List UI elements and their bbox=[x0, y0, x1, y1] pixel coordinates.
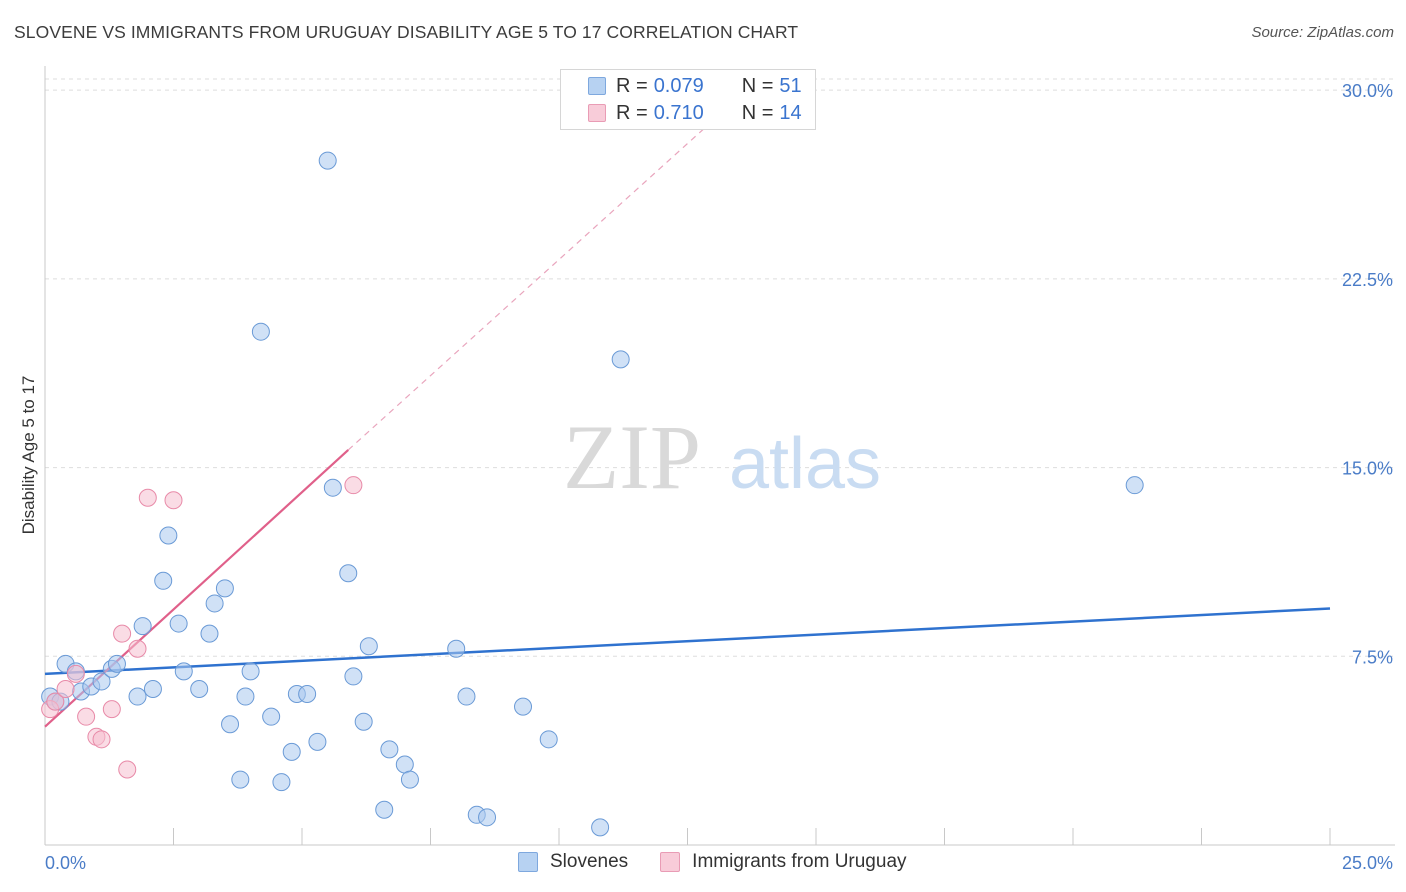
legend-row-uruguay: R = 0.710 N = 14 bbox=[588, 101, 802, 125]
slovene-point bbox=[133, 617, 152, 636]
labels-layer: 7.5% 15.0% 22.5% 30.0% 0.0% 25.0% bbox=[45, 81, 1393, 873]
uruguay-trend-extension bbox=[347, 119, 714, 451]
slovene-point bbox=[514, 697, 533, 716]
uruguay-point bbox=[113, 624, 132, 643]
legend-swatch-blue bbox=[588, 77, 606, 95]
slovene-point bbox=[591, 818, 610, 837]
uruguay-point bbox=[46, 692, 65, 711]
x-tick-label-min: 0.0% bbox=[45, 853, 86, 873]
slovene-point bbox=[236, 687, 255, 706]
slovene-point bbox=[354, 712, 373, 731]
legend-n-label: N = bbox=[741, 101, 774, 124]
series-uruguay bbox=[41, 476, 363, 779]
slovene-point bbox=[478, 808, 497, 827]
slovene-point bbox=[457, 687, 476, 706]
slovene-point bbox=[272, 773, 291, 792]
legend-n-value: 51 bbox=[779, 74, 802, 97]
slovene-point bbox=[174, 662, 193, 681]
bottom-legend-swatch-blue bbox=[518, 852, 538, 872]
slovene-point bbox=[1125, 476, 1144, 495]
uruguay-point bbox=[56, 679, 75, 698]
slovene-point bbox=[282, 742, 301, 761]
uruguay-point bbox=[344, 476, 363, 495]
slovene-point bbox=[318, 151, 337, 170]
slovene-point bbox=[190, 679, 209, 698]
watermark: ZIP atlas bbox=[563, 406, 881, 508]
slovene-point bbox=[92, 672, 111, 691]
axes-layer bbox=[44, 66, 1395, 846]
slovene-point bbox=[375, 800, 394, 819]
bottom-legend-slovenes: Slovenes bbox=[518, 851, 628, 873]
slovene-point bbox=[262, 707, 281, 726]
y-axis-label: Disability Age 5 to 17 bbox=[19, 376, 38, 535]
uruguay-point bbox=[92, 730, 111, 749]
chart-source: Source: ZipAtlas.com bbox=[1251, 24, 1394, 41]
slovene-point bbox=[241, 662, 260, 681]
uruguay-point bbox=[128, 639, 147, 658]
slovene-point bbox=[221, 715, 240, 734]
uruguay-point bbox=[164, 491, 183, 510]
y-tick-label: 30.0% bbox=[1342, 81, 1393, 101]
slovene-point bbox=[169, 614, 188, 633]
bottom-legend-uruguay: Immigrants from Uruguay bbox=[660, 851, 907, 873]
slovene-point bbox=[611, 350, 630, 369]
slovene-point bbox=[308, 732, 327, 751]
legend-r-value: 0.079 bbox=[653, 74, 704, 97]
slovene-point bbox=[154, 571, 173, 590]
y-tick-label: 7.5% bbox=[1352, 647, 1393, 667]
slovene-point bbox=[128, 687, 147, 706]
legend-r-value: 0.710 bbox=[653, 101, 704, 124]
x-tick-label-max: 25.0% bbox=[1342, 853, 1393, 873]
legend-n-label: N = bbox=[741, 74, 774, 97]
uruguay-point bbox=[118, 760, 137, 779]
chart-title: SLOVENE VS IMMIGRANTS FROM URUGUAY DISAB… bbox=[14, 22, 799, 42]
uruguay-point bbox=[138, 488, 157, 507]
slovene-point bbox=[447, 639, 466, 658]
slovene-point bbox=[539, 730, 558, 749]
slovene-point bbox=[298, 685, 317, 704]
legend-r-label: R = bbox=[616, 101, 648, 124]
slovene-point bbox=[323, 478, 342, 497]
bottom-legend-swatch-pink bbox=[660, 852, 681, 872]
legend-r-label: R = bbox=[616, 74, 648, 97]
slovene-point bbox=[143, 679, 162, 698]
slovene-point bbox=[159, 526, 178, 545]
y-tick-label: 22.5% bbox=[1342, 270, 1393, 290]
watermark-zip: ZIP bbox=[563, 406, 701, 508]
legend-row-slovenes: R = 0.079 N = 51 bbox=[588, 74, 802, 98]
slovene-point bbox=[231, 770, 250, 789]
slovene-point bbox=[400, 770, 419, 789]
slovene-point bbox=[205, 594, 224, 613]
slovene-point bbox=[359, 637, 378, 656]
slovene-point bbox=[107, 654, 126, 673]
uruguay-point bbox=[66, 664, 85, 683]
slovene-point bbox=[251, 322, 270, 341]
legend-swatch-pink bbox=[588, 104, 606, 122]
y-tick-label: 15.0% bbox=[1342, 459, 1393, 479]
slovene-point bbox=[200, 624, 219, 643]
legend-box: R = 0.079 N = 51 R = 0.710 N = 14 bbox=[560, 69, 816, 130]
watermark-atlas: atlas bbox=[729, 424, 881, 504]
uruguay-point bbox=[102, 700, 121, 719]
slovene-point bbox=[215, 579, 234, 598]
bottom-legend-label-slovenes: Slovenes bbox=[550, 851, 629, 872]
slovene-point bbox=[395, 755, 414, 774]
slovene-trend-line bbox=[44, 607, 1331, 676]
slovene-point bbox=[339, 564, 358, 583]
bottom-legend: Slovenes Immigrants from Uruguay bbox=[518, 851, 939, 873]
uruguay-point bbox=[77, 707, 96, 726]
legend-n-value: 14 bbox=[779, 101, 802, 124]
grid-layer bbox=[45, 78, 1395, 657]
bottom-legend-label-uruguay: Immigrants from Uruguay bbox=[692, 851, 907, 872]
slovene-point bbox=[344, 667, 363, 686]
slovene-point bbox=[380, 740, 399, 759]
